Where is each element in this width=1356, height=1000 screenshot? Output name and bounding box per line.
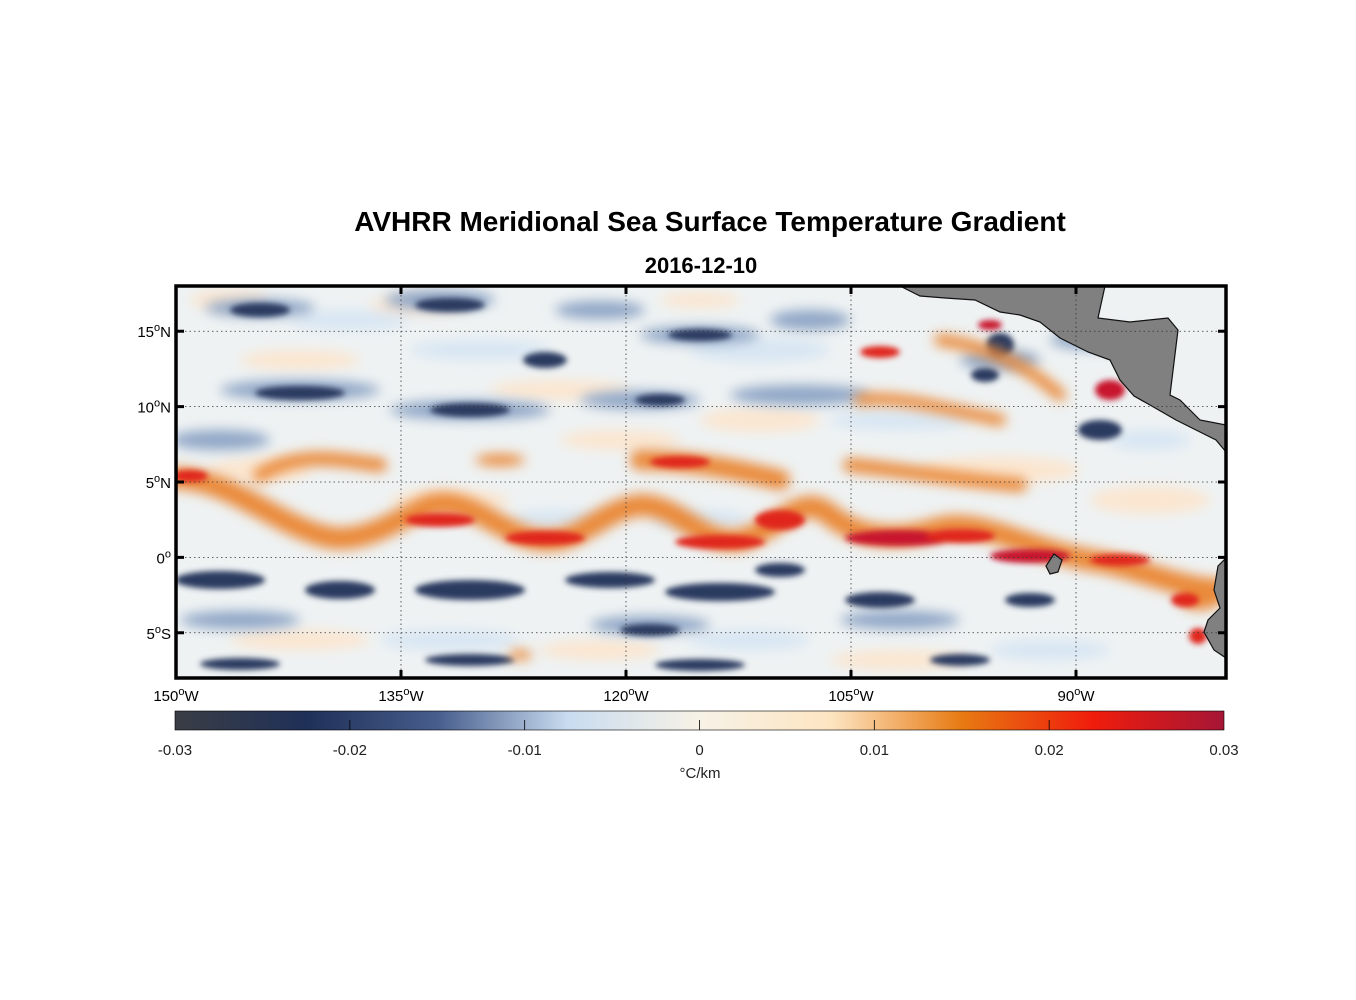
lat-tick-label: 5oN (146, 473, 171, 492)
lon-tick-label: 150oW (153, 686, 199, 705)
colorbar-tick-label: -0.03 (158, 742, 192, 759)
lon-tick-label: 120oW (603, 686, 649, 705)
lat-tick-label: 10oN (137, 398, 171, 417)
colorbar-tick-label: -0.01 (508, 742, 542, 759)
colorbar-unit-label: °C/km (680, 765, 721, 782)
field-blue-dark-layer (176, 298, 1122, 671)
lon-tick-label: 105oW (828, 686, 874, 705)
lon-tick-label: 135oW (378, 686, 424, 705)
lat-tick-labels: 15oN 10oN 5oN 0o 5oS (137, 322, 171, 643)
chart-subtitle: 2016-12-10 (644, 253, 758, 278)
colorbar-ticks: -0.03 -0.02 -0.01 0 0.01 0.02 0.03 (158, 720, 1239, 759)
colorbar-tick-label: -0.02 (333, 742, 367, 759)
field-orange-layer (176, 334, 1226, 660)
lon-tick-labels: 150oW 135oW 120oW 105oW 90oW (153, 686, 1095, 705)
lon-tick-label: 90oW (1058, 686, 1096, 705)
colorbar-tick-label: 0.02 (1035, 742, 1064, 759)
colorbar-tick-label: 0.03 (1209, 742, 1238, 759)
lat-tick-label: 0o (157, 548, 171, 567)
colorbar-tick-label: 0 (695, 742, 703, 759)
chart-title: AVHRR Meridional Sea Surface Temperature… (354, 206, 1066, 237)
colorbar-tick-label: 0.01 (860, 742, 889, 759)
lat-tick-label: 15oN (137, 322, 171, 341)
map-ticks (174, 285, 1227, 679)
lat-tick-label: 5oS (147, 624, 171, 643)
